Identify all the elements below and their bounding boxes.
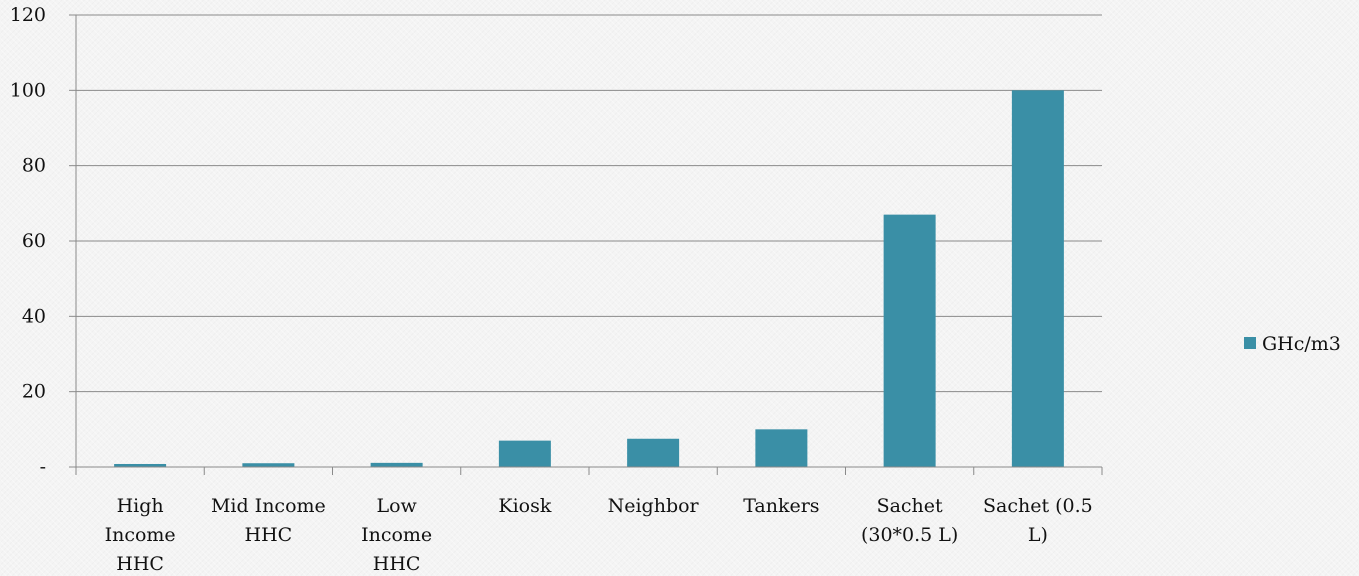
bar-5 [755, 429, 808, 467]
bar-0 [114, 463, 167, 467]
x-category-label-line: (30*0.5 L) [861, 524, 958, 546]
x-category-label-line: HHC [116, 553, 164, 575]
x-category-label-line: Income [361, 524, 432, 546]
x-category-label-line: Sachet (0.5 [983, 495, 1093, 517]
bar-6 [883, 214, 936, 467]
legend-label-ghc-m3: GHc/m3 [1262, 333, 1341, 355]
x-category-label-line: Neighbor [608, 495, 700, 517]
bar-1 [242, 463, 295, 467]
y-tick-label-120: 120 [10, 4, 46, 26]
y-tick-label-60: 60 [22, 230, 46, 252]
y-axis-tick-labels: - 20 40 60 80 100 120 [10, 4, 46, 478]
x-category-label-0: High Income HHC [105, 495, 176, 575]
bar-3 [498, 440, 551, 467]
axes [69, 14, 1103, 475]
x-category-label-7: Sachet (0.5 L) [983, 495, 1093, 546]
x-category-label-6: Sachet (30*0.5 L) [861, 495, 958, 546]
bar-4 [627, 438, 680, 467]
y-tick-label-80: 80 [22, 155, 46, 177]
y-tick-label-0: - [40, 456, 46, 478]
x-category-label-line: HHC [373, 553, 421, 575]
bar-7 [1011, 90, 1064, 467]
x-category-label-line: Kiosk [498, 495, 551, 517]
x-axis-category-labels: High Income HHC Mid Income HHC Low Income HHC Ki… [105, 495, 1093, 575]
x-category-label-3: Kiosk [498, 495, 551, 517]
y-tick-label-40: 40 [22, 305, 46, 327]
x-category-label-1: Mid Income HHC [211, 495, 326, 546]
gridlines [76, 14, 1102, 393]
x-category-label-5: Tankers [743, 495, 819, 517]
x-category-label-line: Sachet [877, 495, 943, 517]
x-category-label-line: Low [376, 495, 417, 517]
bars [114, 90, 1064, 467]
x-category-label-line: Tankers [743, 495, 819, 517]
x-category-label-line: HHC [245, 524, 293, 546]
x-category-label-4: Neighbor [608, 495, 700, 517]
x-category-label-line: Income [105, 524, 176, 546]
bar-2 [370, 462, 423, 467]
x-category-label-2: Low Income HHC [361, 495, 432, 575]
x-category-label-line: Mid Income [211, 495, 326, 517]
y-tick-label-100: 100 [10, 79, 46, 101]
x-category-label-line: High [117, 495, 164, 517]
y-tick-label-20: 20 [22, 381, 46, 403]
x-category-label-line: L) [1028, 524, 1048, 546]
legend: GHc/m3 [1244, 333, 1341, 355]
legend-swatch-ghc-m3 [1244, 337, 1256, 349]
